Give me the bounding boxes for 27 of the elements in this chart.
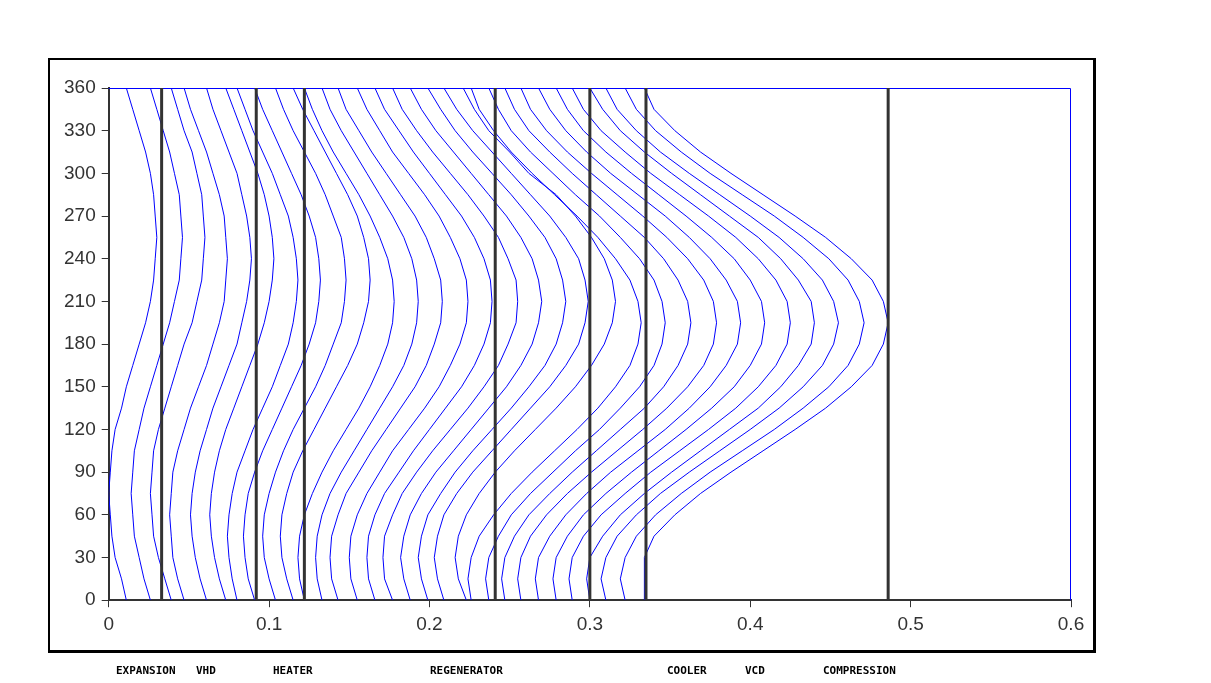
text: COMPRESSION (823, 664, 896, 677)
x-tick-label: 0.6 (1057, 612, 1085, 634)
y-tick-label: 330 (64, 118, 96, 140)
x-tick-label: 0.3 (576, 612, 604, 634)
y-tick-label: 300 (64, 161, 96, 183)
x-tick-label: 0 (103, 612, 114, 634)
y-tick-label: 120 (64, 417, 96, 439)
y-tick-label: 0 (85, 588, 96, 610)
text: REGENERATOR (430, 664, 503, 677)
x-tick-label: 0.4 (737, 612, 764, 634)
y-tick-label: 360 (64, 76, 96, 98)
y-tick-label: 30 (74, 545, 96, 567)
x-tick-label: 0.5 (897, 612, 924, 634)
y-tick-label: 90 (74, 460, 96, 482)
text: COOLER (667, 664, 707, 677)
text: HEATER (273, 664, 313, 677)
text: VCD (745, 664, 765, 677)
y-tick-label: 210 (64, 289, 96, 311)
text: EXPANSION (116, 664, 176, 677)
y-tick-label: 240 (64, 246, 96, 268)
x-tick-label: 0.2 (416, 612, 443, 634)
y-tick-label: 60 (74, 503, 96, 525)
y-tick-label: 180 (64, 332, 96, 354)
x-tick-label: 0.1 (255, 612, 283, 634)
y-tick-label: 270 (64, 204, 96, 226)
text: VHD (196, 664, 216, 677)
y-tick-label: 150 (64, 375, 96, 397)
